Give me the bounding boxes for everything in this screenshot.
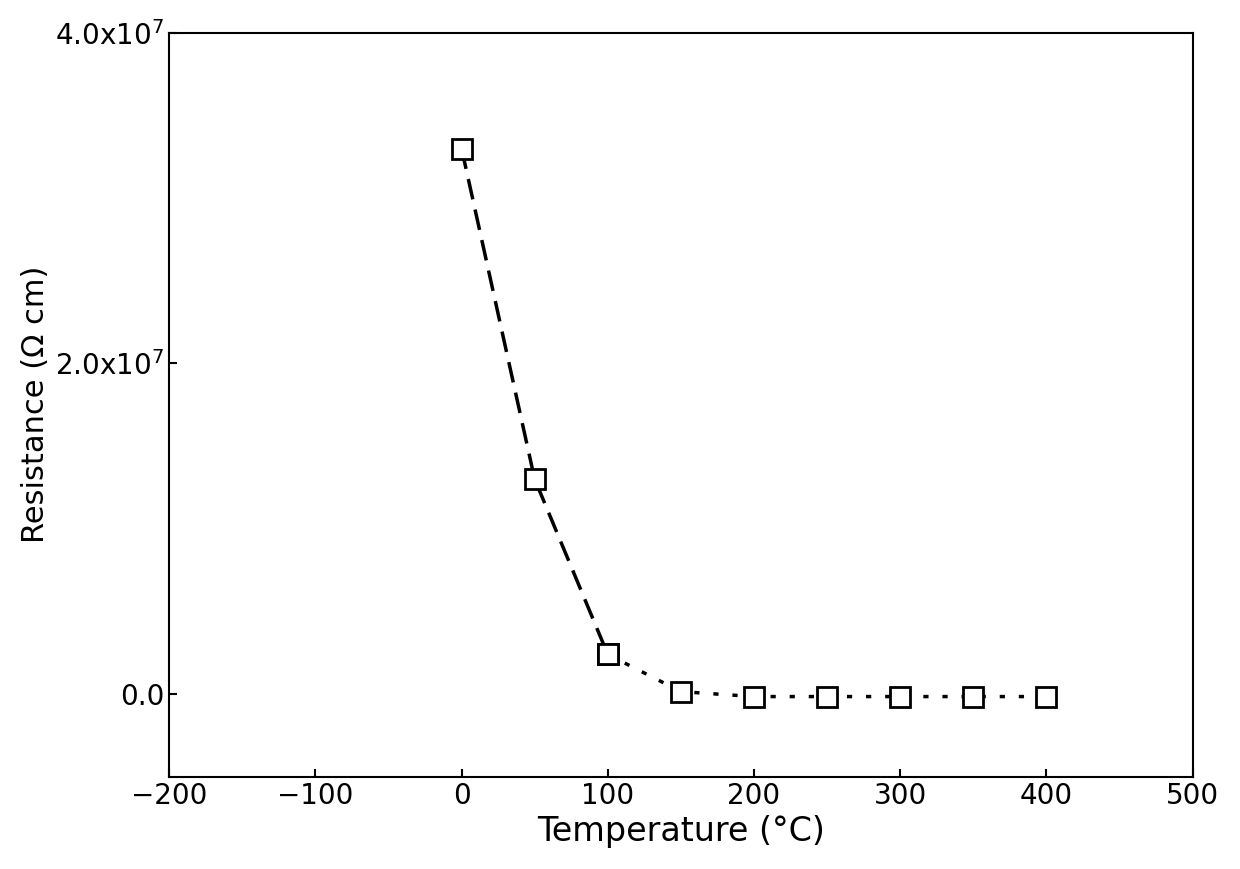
X-axis label: Temperature (°C): Temperature (°C) [537,815,825,848]
Y-axis label: Resistance (Ω cm): Resistance (Ω cm) [21,266,50,543]
